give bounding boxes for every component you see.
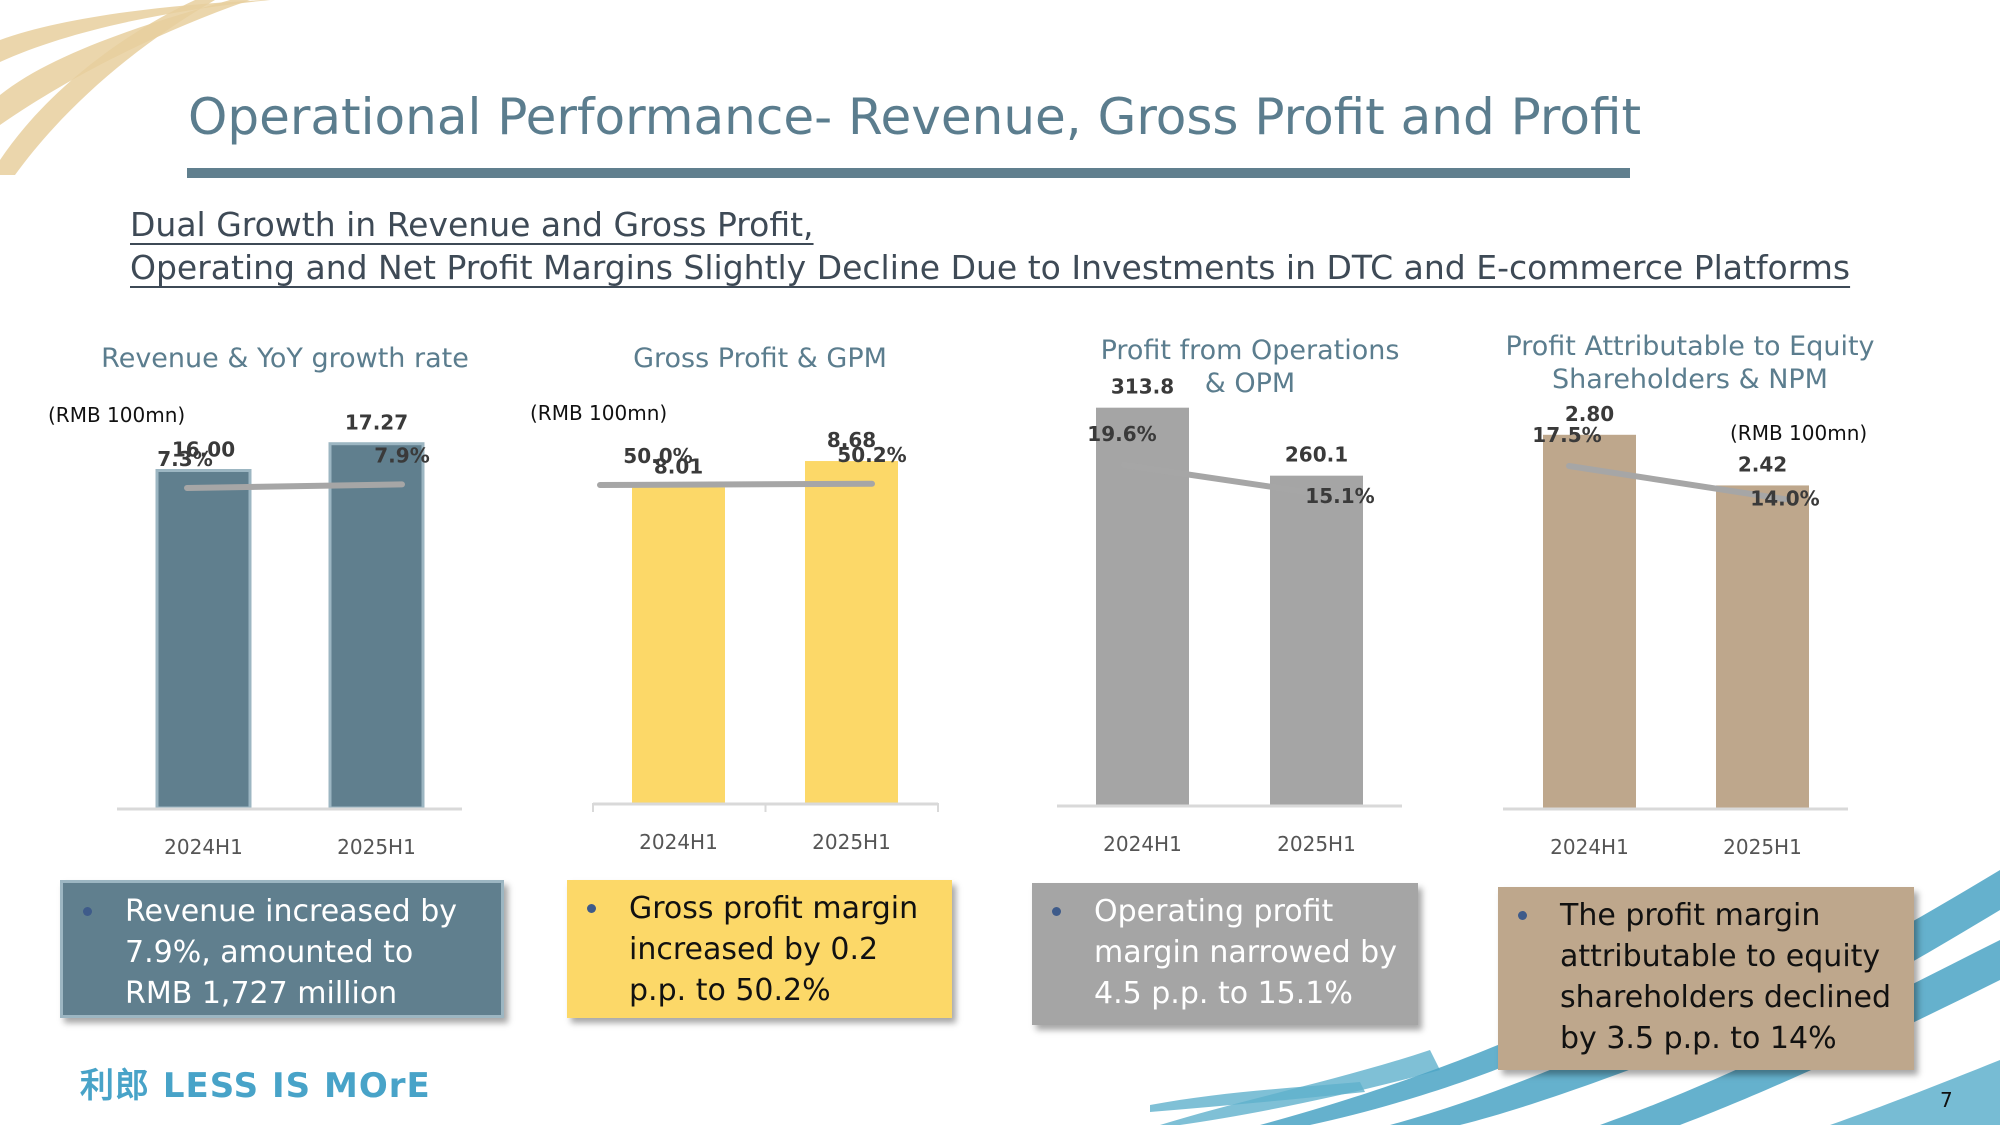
- line-label-revenue-2025H1: 7.9%: [374, 443, 429, 467]
- chart-title-net: Profit Attributable to Equity Shareholde…: [1470, 330, 1910, 396]
- category-label-revenue-2025H1: 2025H1: [337, 835, 416, 859]
- note-text-gross: Gross profit margin increased by 0.2 p.p…: [629, 891, 919, 1008]
- chart-net: 2.80 2024H1 2.42 2025H1 17.5% 14.0%: [1503, 402, 1848, 859]
- trend-line-gross: [597, 480, 875, 488]
- chart-revenue: 16.00 2024H1 17.27 2025H1 7.3% 7.9%: [117, 411, 462, 859]
- note-text-operations: Operating profit margin narrowed by 4.5 …: [1094, 894, 1397, 1011]
- category-label-operations-2025H1: 2025H1: [1277, 832, 1356, 856]
- value-label-revenue-2024H1: 16.00: [172, 438, 235, 462]
- note-box-operations: Operating profit margin narrowed by 4.5 …: [1032, 883, 1418, 1025]
- bullet-icon: [1518, 911, 1527, 920]
- chart-title-net-line2: Shareholders & NPM: [1552, 364, 1828, 395]
- chart-title-net-line1: Profit Attributable to Equity: [1505, 331, 1875, 362]
- note-text-net: The profit margin attributable to equity…: [1560, 898, 1892, 1056]
- chart-title-revenue: Revenue & YoY growth rate: [101, 343, 469, 374]
- line-label-gross-2024H1: 50.0%: [623, 444, 692, 468]
- line-label-gross-2025H1: 50.2%: [837, 443, 906, 467]
- bar-net-2025H1: [1716, 485, 1809, 808]
- subtitle-line-2: Operating and Net Profit Margins Slightl…: [130, 248, 1851, 287]
- line-label-operations-2025H1: 15.1%: [1305, 484, 1374, 508]
- chart-title-operations-line2: & OPM: [1204, 368, 1296, 399]
- title-underline-bar: [187, 168, 1630, 178]
- chart-title-operations-line1: Profit from Operations: [1100, 335, 1400, 366]
- note-box-net: The profit margin attributable to equity…: [1498, 887, 1914, 1070]
- line-label-revenue-2024H1: 7.3%: [157, 447, 212, 471]
- value-label-gross-2024H1: 8.01: [654, 454, 703, 478]
- trend-line-net: [1566, 463, 1788, 503]
- note-box-revenue: Revenue increased by 7.9%, amounted to R…: [60, 880, 504, 1018]
- category-label-gross-2025H1: 2025H1: [812, 830, 891, 854]
- chart-title-gross: Gross Profit & GPM: [633, 343, 887, 374]
- trend-line-revenue: [184, 481, 405, 491]
- note-text-revenue: Revenue increased by 7.9%, amounted to R…: [125, 894, 458, 1011]
- value-label-net-2025H1: 2.42: [1738, 452, 1787, 476]
- decorative-swoosh-top: [0, 0, 270, 175]
- company-logo: 利郎 LESS IS MOrE: [80, 1066, 431, 1106]
- line-label-net-2024H1: 17.5%: [1532, 423, 1601, 447]
- value-label-revenue-2025H1: 17.27: [345, 411, 408, 435]
- note-box-gross: Gross profit margin increased by 0.2 p.p…: [567, 880, 952, 1018]
- bullet-icon: [587, 904, 596, 913]
- bar-operations-2025H1: [1270, 475, 1363, 805]
- chart-operations: 313.8 2024H1 260.1 2025H1 19.6% 15.1%: [1057, 375, 1402, 856]
- trend-line-operations: [1121, 462, 1343, 500]
- value-label-operations-2025H1: 260.1: [1285, 443, 1348, 467]
- category-label-revenue-2024H1: 2024H1: [164, 835, 243, 859]
- bar-revenue-2024H1: [155, 469, 252, 810]
- page-number: 7: [1940, 1088, 1953, 1112]
- value-label-gross-2025H1: 8.68: [827, 428, 876, 452]
- bar-revenue-2025H1: [328, 442, 425, 810]
- category-label-gross-2024H1: 2024H1: [639, 830, 718, 854]
- bar-net-2024H1: [1543, 434, 1636, 808]
- bar-gross-2024H1: [632, 487, 725, 803]
- bullet-icon: [83, 907, 92, 916]
- category-label-net-2025H1: 2025H1: [1723, 835, 1802, 859]
- category-label-net-2024H1: 2024H1: [1550, 835, 1629, 859]
- chart-gross: 8.01 2024H1 8.68 2025H1 50.0% 50.2%: [592, 428, 939, 854]
- subtitle-line-1: Dual Growth in Revenue and Gross Profit,: [130, 205, 814, 244]
- value-label-operations-2024H1: 313.8: [1111, 375, 1174, 399]
- unit-label-revenue: (RMB 100mn): [48, 403, 186, 427]
- line-label-operations-2024H1: 19.6%: [1087, 422, 1156, 446]
- value-label-net-2024H1: 2.80: [1565, 402, 1614, 426]
- chart-title-operations: Profit from Operations & OPM: [1060, 334, 1440, 400]
- bullet-icon: [1052, 907, 1061, 916]
- category-label-operations-2024H1: 2024H1: [1103, 832, 1182, 856]
- bar-gross-2025H1: [805, 461, 898, 803]
- page-title: Operational Performance- Revenue, Gross …: [188, 88, 1642, 146]
- line-label-net-2025H1: 14.0%: [1750, 486, 1819, 510]
- unit-label-gross: (RMB 100mn): [530, 401, 668, 425]
- unit-label-net: (RMB 100mn): [1730, 421, 1868, 445]
